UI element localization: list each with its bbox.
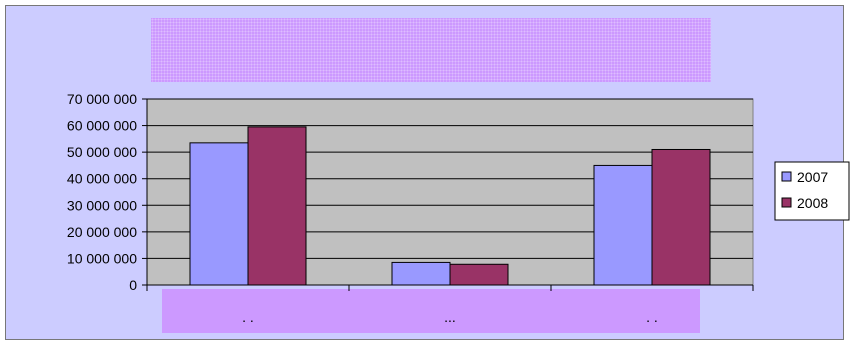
y-tick-label: 10 000 000 — [67, 250, 137, 266]
legend: 2007 2008 — [774, 161, 850, 221]
bar — [247, 126, 307, 286]
x-axis: . .... . . — [146, 284, 754, 325]
bars — [189, 126, 711, 286]
chart-title-box — [151, 18, 711, 82]
y-tick-label: 40 000 000 — [67, 171, 137, 187]
legend-swatch — [781, 171, 792, 182]
x-category-label: ... — [444, 309, 456, 325]
y-tick-label: 30 000 000 — [67, 197, 137, 213]
bar — [449, 263, 509, 286]
y-tick-label: 20 000 000 — [67, 224, 137, 240]
y-tick-label: 50 000 000 — [67, 144, 137, 160]
legend-label: 2007 — [797, 169, 828, 185]
y-tick-label: 0 — [129, 277, 137, 293]
legend-label: 2008 — [797, 195, 828, 211]
category-axis-band — [162, 289, 700, 333]
bar — [391, 261, 451, 286]
x-category-label: . . — [242, 309, 254, 325]
legend-swatch — [781, 197, 792, 208]
x-category-label: . . — [646, 309, 658, 325]
y-axis: 0 10 000 000 20 000 000 30 000 000 40 000 00… — [67, 91, 148, 293]
bar — [593, 164, 653, 286]
y-tick-label: 70 000 000 — [67, 91, 137, 107]
bar — [651, 148, 711, 286]
y-tick-label: 60 000 000 — [67, 118, 137, 134]
bar — [189, 142, 249, 286]
